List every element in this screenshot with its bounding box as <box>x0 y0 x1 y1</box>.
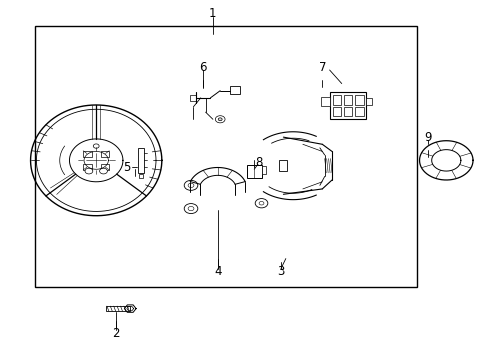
Circle shape <box>259 202 264 205</box>
Text: 2: 2 <box>112 327 119 340</box>
Bar <box>332 95 341 105</box>
Bar <box>138 174 142 178</box>
Bar <box>354 107 363 116</box>
Text: 4: 4 <box>214 265 221 278</box>
Bar <box>83 163 92 170</box>
Text: 7: 7 <box>318 61 325 74</box>
Bar <box>261 166 266 174</box>
Bar <box>329 93 366 119</box>
Bar <box>137 148 143 173</box>
Circle shape <box>218 118 222 121</box>
Bar <box>343 95 352 105</box>
Bar <box>278 160 287 171</box>
Circle shape <box>188 183 194 188</box>
Bar <box>246 165 261 178</box>
Circle shape <box>85 168 93 174</box>
Bar <box>332 107 341 116</box>
Bar <box>366 98 371 105</box>
Circle shape <box>184 203 198 213</box>
Circle shape <box>93 144 99 148</box>
Bar <box>35 26 416 287</box>
Bar <box>106 306 130 311</box>
Bar <box>101 163 109 170</box>
Bar <box>343 107 352 116</box>
Bar <box>229 86 239 94</box>
Circle shape <box>188 206 194 211</box>
Bar <box>189 95 196 101</box>
Bar <box>83 151 92 157</box>
Circle shape <box>215 116 224 123</box>
Bar <box>354 95 363 105</box>
Bar <box>320 97 329 106</box>
Bar <box>101 151 109 157</box>
Text: 8: 8 <box>255 156 262 168</box>
Text: 3: 3 <box>277 265 284 278</box>
Text: 1: 1 <box>209 8 216 21</box>
Circle shape <box>100 168 107 174</box>
Text: 5: 5 <box>123 161 130 174</box>
Circle shape <box>184 180 198 190</box>
Text: 9: 9 <box>424 131 431 144</box>
Text: 6: 6 <box>199 61 206 74</box>
Circle shape <box>255 199 267 208</box>
